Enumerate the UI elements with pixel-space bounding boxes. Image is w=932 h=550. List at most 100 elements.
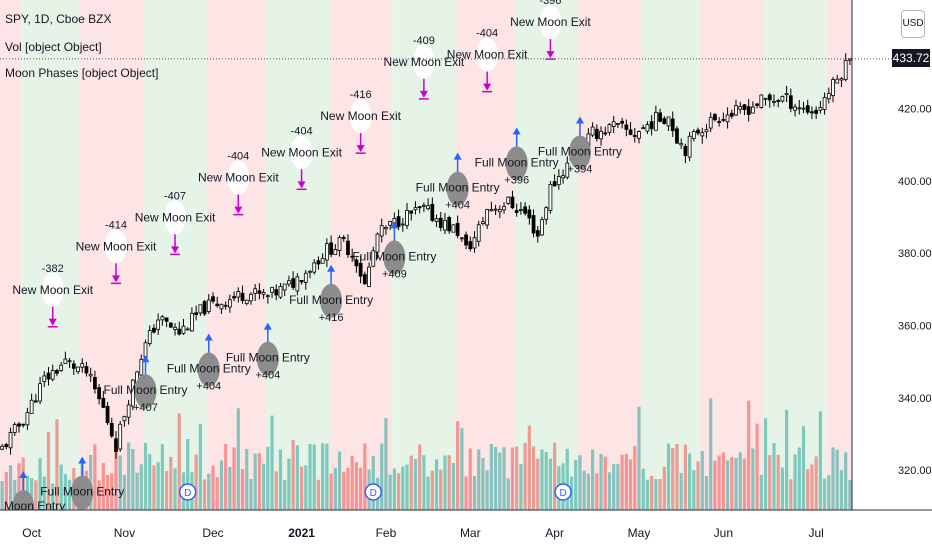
volume-bar — [679, 472, 683, 510]
currency-button[interactable]: USD — [901, 10, 925, 38]
candle-body — [713, 114, 717, 121]
volume-bar — [515, 446, 519, 510]
candle-body — [295, 276, 300, 292]
candle-body — [139, 358, 144, 376]
legend-volume[interactable]: Vol [object Object] — [5, 40, 102, 54]
candle-body — [308, 270, 312, 273]
volume-bar — [801, 426, 806, 510]
candle-body — [725, 114, 730, 123]
volume-bar — [721, 452, 725, 510]
candle-body — [616, 123, 620, 126]
volume-bar — [806, 469, 810, 510]
volume-bar — [249, 479, 253, 510]
volume-bar — [624, 453, 628, 510]
volume-bar — [228, 466, 232, 510]
candle-body — [565, 162, 570, 178]
exit-label: New Moon Exit — [12, 283, 93, 297]
volume-bar — [139, 464, 143, 510]
candle-body — [93, 377, 97, 390]
volume-bar — [810, 464, 814, 510]
candle-body — [109, 423, 114, 437]
entry-arrow-head — [141, 355, 150, 363]
candle-body — [734, 105, 738, 116]
entry-label: Full Moon Entry — [226, 351, 310, 365]
entry-value: +416 — [319, 312, 344, 324]
candle-body — [649, 121, 654, 130]
volume-bar — [738, 452, 742, 510]
candle-body — [510, 196, 515, 209]
last-price-tag: 433.72 — [892, 49, 930, 67]
candle-body — [506, 196, 511, 204]
volume-bar — [236, 408, 240, 510]
candle-body — [215, 303, 220, 307]
candle-body — [316, 260, 321, 265]
exit-arrow-head — [356, 145, 365, 153]
volume-bar — [793, 454, 797, 510]
volume-bar — [219, 460, 224, 510]
volume-bar — [207, 473, 211, 510]
volume-bar — [481, 458, 485, 510]
candle-body — [384, 227, 388, 230]
candle-body — [337, 237, 342, 251]
candle-body — [514, 210, 519, 213]
candle-body — [822, 96, 827, 110]
candle-body — [17, 423, 21, 427]
volume-bar — [143, 442, 148, 510]
candle-body — [97, 387, 101, 400]
phase-band-red — [826, 0, 852, 510]
candle-body — [287, 280, 291, 285]
volume-bar — [312, 444, 316, 510]
candle-body — [118, 423, 123, 450]
volume-bar — [759, 474, 763, 510]
candle-body — [662, 118, 667, 125]
new-moon-icon — [539, 5, 562, 40]
legend-symbol[interactable]: SPY, 1D, Cboe BZX — [5, 12, 112, 26]
entry-arrow-head — [204, 333, 213, 341]
candle-body — [325, 243, 329, 261]
candle-body — [274, 289, 279, 296]
candle-body — [476, 224, 481, 242]
volume-bar — [844, 452, 848, 510]
candle-body — [80, 363, 85, 368]
exit-value: -382 — [42, 263, 64, 275]
new-moon-icon — [104, 229, 127, 264]
volume-bar — [253, 453, 257, 510]
exit-arrow-head — [171, 246, 180, 254]
exit-label: New Moon Exit — [320, 109, 401, 123]
volume-bar — [595, 473, 599, 510]
volume-bar — [692, 470, 696, 510]
dividend-icon — [364, 483, 383, 501]
volume-bar — [498, 452, 502, 510]
volume-bar — [510, 447, 515, 510]
exit-arrow-head — [483, 83, 492, 91]
candle-body — [12, 424, 17, 433]
candle-body — [691, 131, 696, 139]
new-moon-icon — [412, 44, 435, 79]
candle-body — [244, 299, 249, 305]
candle-body — [67, 360, 72, 363]
y-tick-label: 420.00 — [898, 104, 932, 116]
volume-bar — [502, 447, 506, 510]
volume-bar — [93, 444, 97, 510]
candle-body — [164, 317, 169, 322]
volume-bar — [245, 449, 249, 510]
volume-bar — [17, 463, 21, 510]
candle-body — [350, 255, 355, 258]
candle-body — [763, 97, 768, 100]
volume-bar — [848, 479, 852, 510]
candle-body — [388, 221, 393, 226]
volume-bar — [359, 467, 363, 510]
entry-value: +407 — [133, 402, 158, 414]
volume-bar — [308, 444, 312, 510]
volume-bar — [822, 478, 827, 510]
volume-bar — [371, 455, 375, 510]
exit-value: -414 — [105, 219, 127, 231]
legend-moon-phases[interactable]: Moon Phases [object Object] — [5, 66, 159, 80]
volume-bar — [30, 478, 34, 510]
entry-label: Full Moon Entry — [289, 293, 373, 307]
candle-body — [25, 412, 30, 426]
phase-band-green — [265, 0, 329, 510]
candle-body — [291, 278, 296, 288]
entry-label: Full Moon Entry — [40, 485, 124, 499]
